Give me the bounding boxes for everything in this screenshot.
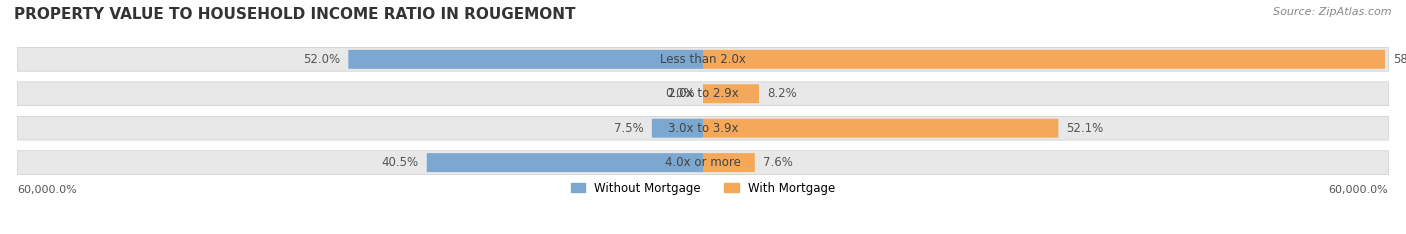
FancyBboxPatch shape (703, 119, 1059, 138)
FancyBboxPatch shape (427, 153, 703, 172)
FancyBboxPatch shape (17, 151, 1389, 175)
FancyBboxPatch shape (703, 153, 755, 172)
Text: 52.1%: 52.1% (1067, 122, 1104, 135)
Text: 58,129.8%: 58,129.8% (1393, 53, 1406, 66)
Text: Less than 2.0x: Less than 2.0x (659, 53, 747, 66)
FancyBboxPatch shape (349, 50, 703, 69)
Text: 7.5%: 7.5% (614, 122, 644, 135)
Text: Source: ZipAtlas.com: Source: ZipAtlas.com (1274, 7, 1392, 17)
Text: 3.0x to 3.9x: 3.0x to 3.9x (668, 122, 738, 135)
FancyBboxPatch shape (703, 50, 1385, 69)
FancyBboxPatch shape (652, 119, 703, 138)
Legend: Without Mortgage, With Mortgage: Without Mortgage, With Mortgage (567, 177, 839, 199)
Text: 7.6%: 7.6% (763, 156, 793, 169)
Text: 4.0x or more: 4.0x or more (665, 156, 741, 169)
Text: 8.2%: 8.2% (768, 87, 797, 100)
Text: 60,000.0%: 60,000.0% (17, 185, 77, 195)
FancyBboxPatch shape (17, 48, 1389, 71)
FancyBboxPatch shape (17, 82, 1389, 106)
Text: 2.0x to 2.9x: 2.0x to 2.9x (668, 87, 738, 100)
Text: 0.0%: 0.0% (665, 87, 695, 100)
Text: 40.5%: 40.5% (381, 156, 419, 169)
FancyBboxPatch shape (703, 84, 759, 103)
Text: PROPERTY VALUE TO HOUSEHOLD INCOME RATIO IN ROUGEMONT: PROPERTY VALUE TO HOUSEHOLD INCOME RATIO… (14, 7, 575, 22)
Text: 60,000.0%: 60,000.0% (1329, 185, 1389, 195)
FancyBboxPatch shape (17, 116, 1389, 140)
Text: 52.0%: 52.0% (302, 53, 340, 66)
